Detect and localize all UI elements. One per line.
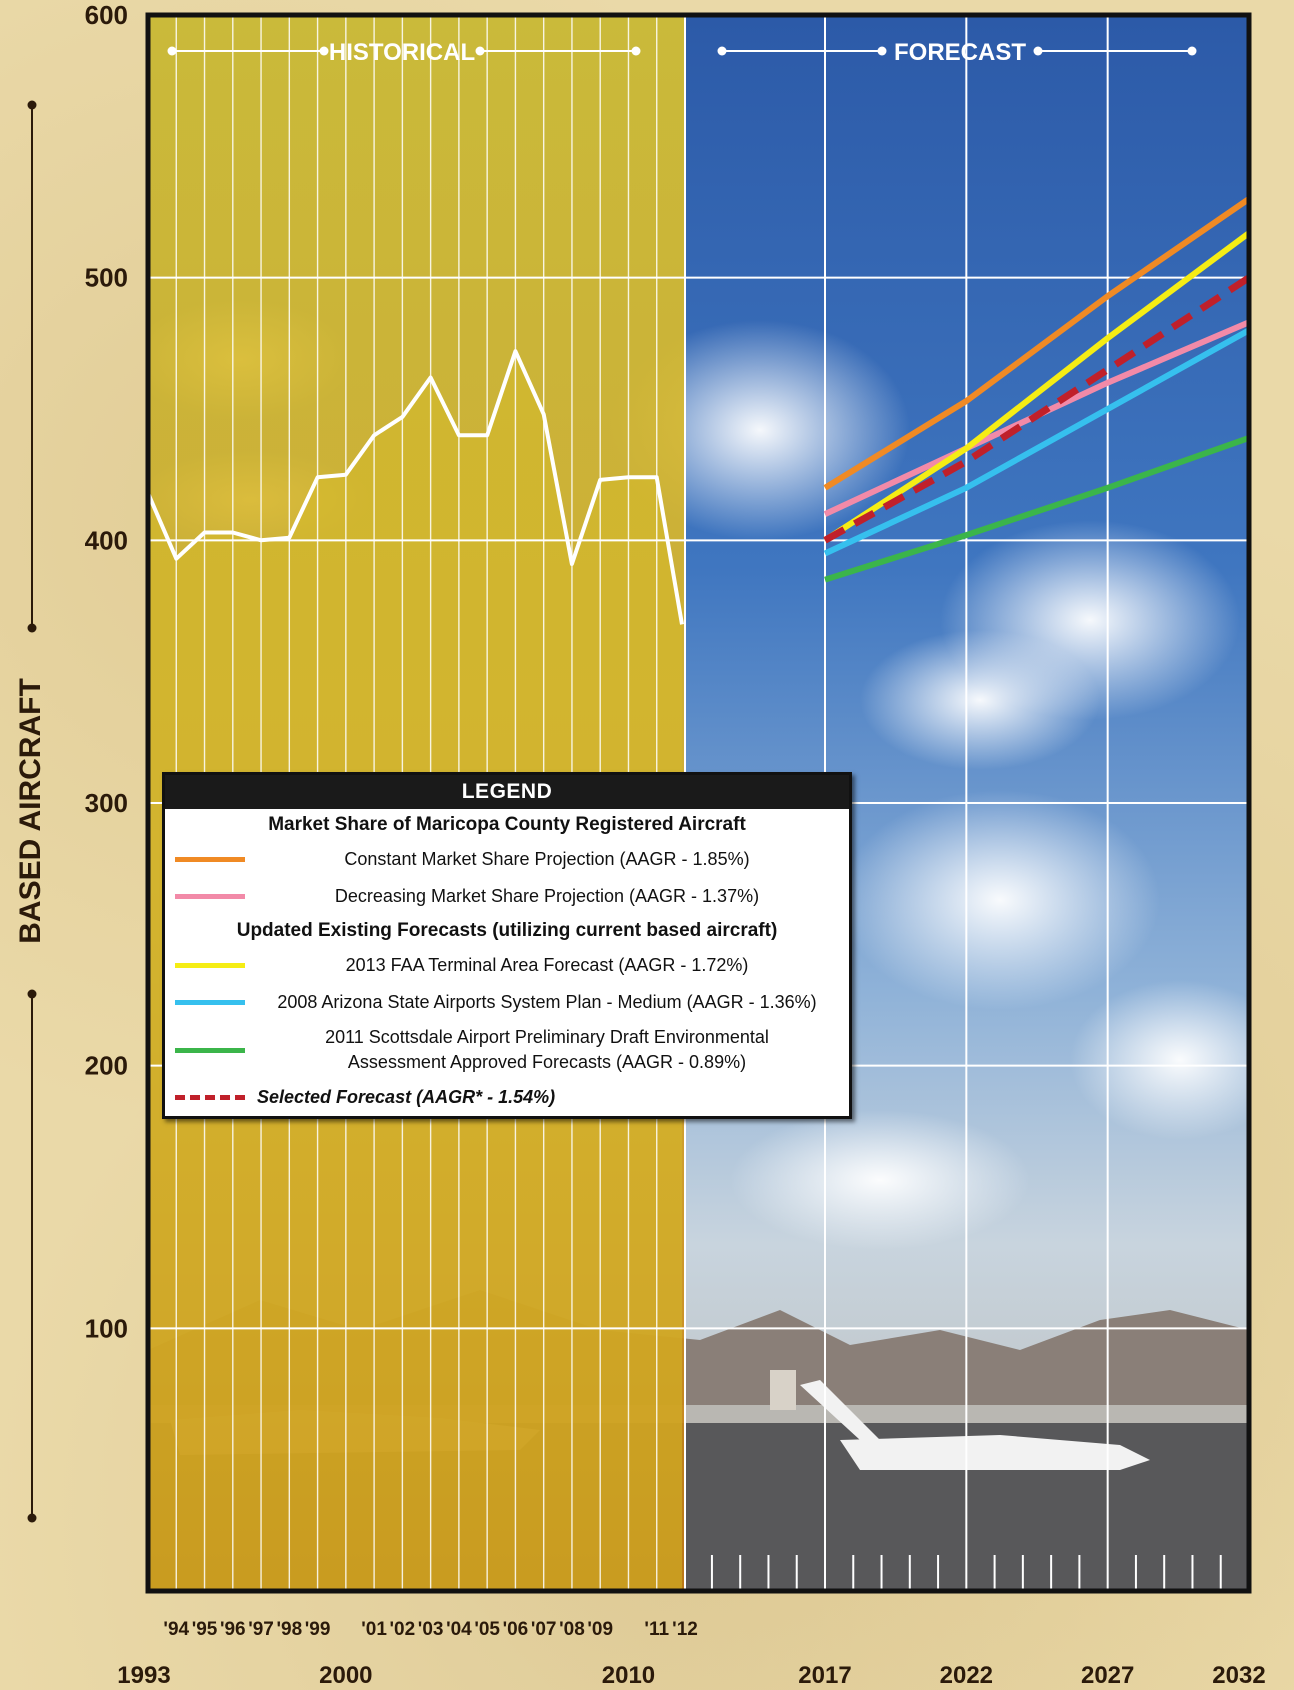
period-bracket-dot	[631, 46, 641, 56]
y-tick-label: 300	[85, 788, 128, 818]
x-minor-tick-label: '12	[672, 1619, 698, 1640]
period-bracket-dot	[475, 46, 485, 56]
y-tick-label: 500	[85, 263, 128, 293]
period-bracket-dot	[1187, 46, 1197, 56]
x-minor-tick-label: '11	[644, 1619, 669, 1640]
period-bracket-dot	[167, 46, 177, 56]
y-axis-title: BASED AIRCRAFT	[14, 678, 47, 944]
y-tick-label: 100	[85, 1313, 128, 1343]
x-minor-tick-label: '05	[474, 1619, 500, 1640]
x-minor-tick-label: '96	[220, 1619, 246, 1640]
legend-box: LEGEND Market Share of Maricopa County R…	[162, 772, 852, 1119]
period-label: HISTORICAL	[329, 39, 475, 66]
x-tick-label: 1993	[117, 1662, 170, 1689]
period-bracket-dot	[319, 46, 329, 56]
period-label: FORECAST	[894, 39, 1026, 66]
x-tick-label: 2000	[319, 1662, 372, 1689]
y-axis-title-group: BASED AIRCRAFT	[14, 100, 47, 1523]
period-bracket-dot	[717, 46, 727, 56]
x-minor-tick-label: '94	[163, 1619, 189, 1640]
legend-swatch	[175, 1047, 245, 1053]
legend-item-selected-forecast: Selected Forecast (AAGR* - 1.54%)	[165, 1079, 849, 1116]
period-bands: HISTORICAL FORECAST	[167, 39, 1197, 66]
legend-swatch	[175, 857, 245, 862]
legend-item-decreasing-market-share: Decreasing Market Share Projection (AAGR…	[165, 878, 849, 915]
legend-title: LEGEND	[165, 775, 849, 809]
legend-swatch	[175, 1000, 245, 1005]
y-tick-label: 200	[85, 1051, 128, 1081]
period-bracket-dot	[1033, 46, 1043, 56]
forecast-series-layer	[823, 196, 1251, 583]
legend-label: Constant Market Share Projection (AAGR -…	[344, 849, 750, 869]
plot-frame	[145, 12, 1252, 1594]
legend-group-heading: Updated Existing Forecasts (utilizing cu…	[236, 920, 778, 941]
x-minor-tick-label: '01	[361, 1619, 387, 1640]
x-minor-tick-label: '95	[192, 1619, 218, 1640]
x-minor-tick-label: '09	[587, 1619, 613, 1640]
x-tick-label: 2022	[940, 1662, 993, 1689]
x-minor-tick-label: '02	[390, 1619, 416, 1640]
legend-label: 2013 FAA Terminal Area Forecast (AAGR - …	[345, 955, 749, 975]
historical-line	[146, 349, 684, 625]
forecast-series-line-1	[823, 196, 1251, 491]
legend-swatch	[175, 894, 245, 899]
legend-label: Selected Forecast (AAGR* - 1.54%)	[257, 1087, 556, 1107]
legend-label-line2: Assessment Approved Forecasts (AAGR - 0.…	[347, 1052, 747, 1072]
forecast-series-line-3	[823, 230, 1251, 543]
axis-layer: 100 200 300 400 500 600 1993 2000 2010 2017 2022 20…	[85, 0, 1266, 1689]
forecast-series-line-4	[823, 327, 1251, 557]
forecast-series-line-5	[824, 435, 1250, 583]
x-minor-tick-label: '03	[418, 1619, 444, 1640]
legend-label-line1: 2011 Scottsdale Airport Preliminary Draf…	[325, 1027, 769, 1047]
period-bracket-dot	[877, 46, 887, 56]
x-tick-label: 2027	[1081, 1662, 1134, 1689]
x-minor-tick-label: '98	[276, 1619, 302, 1640]
legend-item-azsasp: 2008 Arizona State Airports System Plan …	[165, 984, 849, 1021]
legend-item-scottsdale-ea: 2011 Scottsdale Airport Preliminary Draf…	[165, 1021, 849, 1079]
x-minor-tick-label: '06	[503, 1619, 529, 1640]
x-tick-label: 2032	[1212, 1662, 1265, 1689]
legend-group-heading: Market Share of Maricopa County Register…	[268, 814, 746, 835]
x-minor-tick-label: '07	[531, 1619, 557, 1640]
x-minor-tick-label: '08	[559, 1619, 585, 1640]
x-tick-label: 2017	[798, 1662, 851, 1689]
x-tick-label: 2010	[602, 1662, 655, 1689]
y-tick-label: 400	[85, 525, 128, 555]
x-minor-tick-label: '04	[446, 1619, 472, 1640]
legend-item-constant-market-share: Constant Market Share Projection (AAGR -…	[165, 841, 849, 878]
legend-label: 2011 Scottsdale Airport Preliminary Draf…	[245, 1021, 849, 1079]
selected-forecast-line	[823, 274, 1251, 544]
legend-swatch	[175, 963, 245, 968]
legend-swatch-dashed	[175, 1095, 245, 1100]
x-minor-tick-label: '97	[248, 1619, 274, 1640]
legend-item-faa-taf: 2013 FAA Terminal Area Forecast (AAGR - …	[165, 947, 849, 984]
x-minor-tick-label: '99	[305, 1619, 331, 1640]
legend-label: Decreasing Market Share Projection (AAGR…	[334, 886, 760, 906]
legend-label: 2008 Arizona State Airports System Plan …	[277, 992, 817, 1012]
y-tick-label: 600	[85, 0, 128, 30]
